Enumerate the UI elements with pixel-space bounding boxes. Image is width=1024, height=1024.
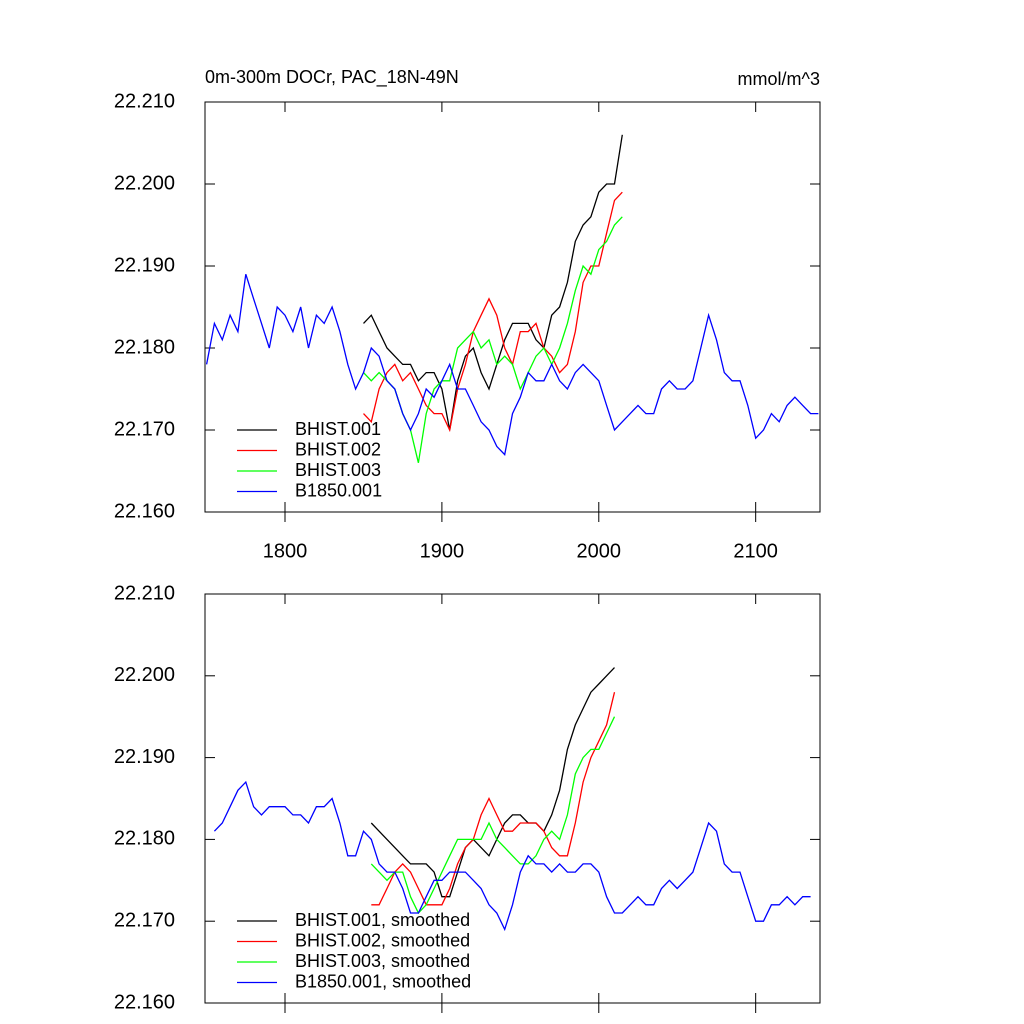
x-tick-label: 2100: [733, 540, 778, 562]
series-line: [205, 274, 819, 456]
y-tick-label: 22.160: [114, 500, 175, 522]
y-tick-label: 22.200: [114, 664, 175, 686]
y-tick-label: 22.210: [114, 582, 175, 604]
legend-label: BHIST.001, smoothed: [295, 910, 470, 930]
y-tick-label: 22.180: [114, 336, 175, 358]
legend-label: B1850.001, smoothed: [295, 971, 471, 991]
series-line: [213, 780, 811, 932]
series-line: [363, 191, 623, 433]
series-line: [370, 667, 615, 898]
y-tick-label: 22.190: [114, 746, 175, 768]
y-tick-label: 22.170: [114, 418, 175, 440]
series-line: [363, 134, 623, 431]
chart-title: 0m-300m DOCr, PAC_18N-49N: [205, 67, 459, 88]
y-tick-label: 22.170: [114, 909, 175, 931]
series-line: [371, 692, 616, 906]
y-tick-label: 22.200: [114, 172, 175, 194]
plot-frame: [204, 101, 821, 513]
series-line: [363, 216, 623, 463]
x-tick-label: 1800: [263, 540, 308, 562]
legend-label: BHIST.003, smoothed: [295, 951, 470, 971]
x-tick-label: 2000: [577, 540, 622, 562]
plot-frame: [204, 593, 821, 1004]
legend-label: B1850.001: [295, 480, 382, 500]
y-tick-label: 22.190: [114, 254, 175, 276]
units-label: mmol/m^3: [738, 69, 820, 89]
y-tick-label: 22.160: [114, 991, 175, 1013]
y-tick-label: 22.180: [114, 828, 175, 850]
legend-label: BHIST.002, smoothed: [295, 930, 470, 950]
legend-label: BHIST.001: [295, 419, 381, 439]
x-tick-label: 1900: [420, 540, 465, 562]
legend-label: BHIST.003: [295, 460, 381, 480]
series-line: [370, 716, 616, 915]
legend-label: BHIST.002: [295, 439, 381, 459]
y-tick-label: 22.210: [114, 90, 175, 112]
